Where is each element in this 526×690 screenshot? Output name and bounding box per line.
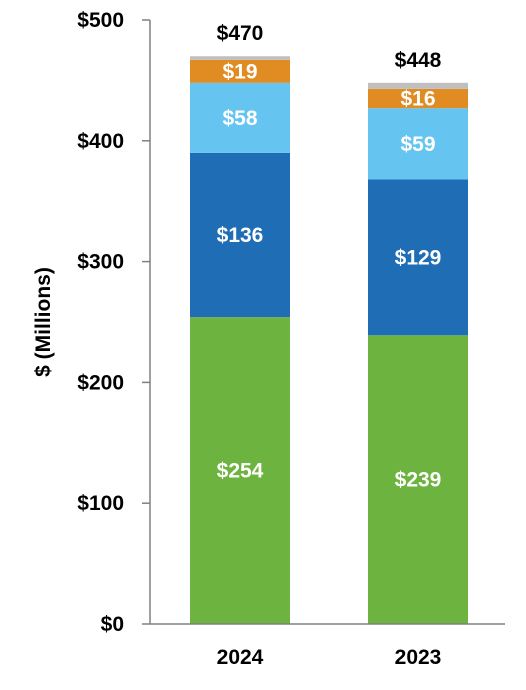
y-tick-label: $500: [77, 9, 124, 32]
bar-segment: [368, 335, 468, 624]
y-axis: $0 $100 $200 $300 $400 $500: [77, 9, 151, 636]
total-label: $470: [217, 22, 264, 45]
data-label: $239: [395, 469, 442, 492]
bar-segment: [368, 82, 468, 89]
bar-segment: [190, 152, 290, 318]
y-axis-label: $ (Millions): [32, 267, 55, 377]
y-tick-label: $400: [77, 130, 124, 153]
data-label: $19: [222, 60, 257, 83]
data-label: $254: [217, 460, 264, 483]
bar-segment: [190, 82, 290, 153]
y-tick-label: $100: [77, 492, 124, 515]
bars: $254 $136 $58 $19 $470 $239 $129 $59 $16 $448: [190, 22, 468, 624]
x-axis: 2024 2023: [150, 623, 505, 669]
y-tick-label: $300: [77, 251, 124, 274]
data-label: $129: [395, 246, 442, 269]
data-label: $58: [222, 107, 257, 130]
bar-segment: [368, 179, 468, 336]
bar-segment: [368, 108, 468, 180]
x-tick-label: 2024: [217, 646, 264, 669]
bar-segment: [368, 88, 468, 109]
bar-segment: [190, 56, 290, 60]
y-tick-label: $200: [77, 371, 124, 394]
data-label: $16: [400, 88, 435, 111]
bar-segment: [190, 59, 290, 83]
x-tick-label: 2023: [395, 646, 442, 669]
y-tick-label: $0: [101, 613, 124, 636]
data-label: $59: [400, 133, 435, 156]
bar-segment: [190, 317, 290, 624]
data-label: $136: [217, 224, 264, 247]
total-label: $448: [395, 49, 442, 72]
